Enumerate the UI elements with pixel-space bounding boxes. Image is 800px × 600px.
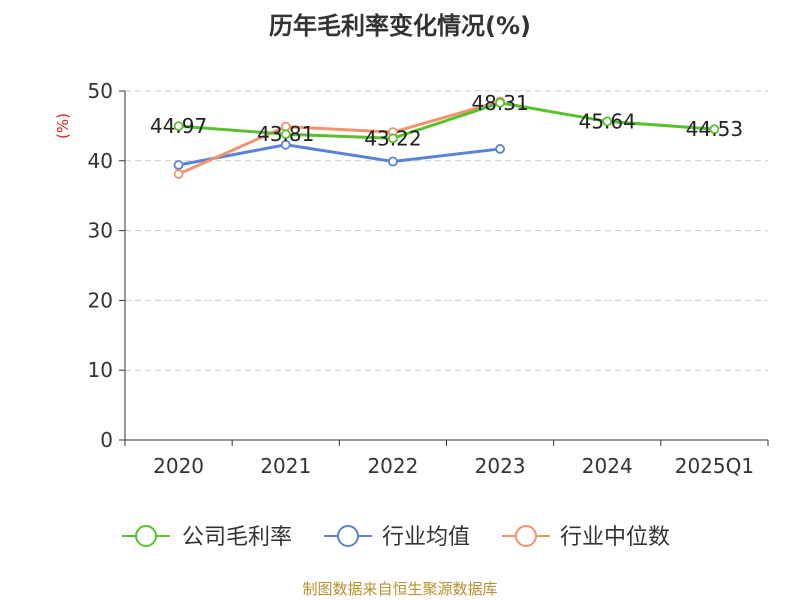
legend-swatch-marker: [515, 525, 537, 547]
data-point: [495, 144, 505, 154]
x-tick-label: 2025Q1: [675, 454, 754, 478]
source-footer: 制图数据来自恒生聚源数据库: [302, 580, 498, 598]
data-label: 43.81: [257, 122, 314, 146]
legend-swatch-marker: [337, 525, 359, 547]
x-tick-label: 2021: [260, 454, 311, 478]
x-tick-label: 2022: [367, 454, 418, 478]
data-point: [280, 139, 291, 150]
legend-label: 行业中位数: [560, 525, 670, 550]
y-tick-label: 30: [88, 219, 113, 243]
data-point: [280, 129, 291, 140]
x-tick-label: 2023: [475, 454, 526, 478]
y-tick-label: 10: [88, 358, 113, 382]
chart-title: 历年毛利率变化情况(%): [269, 12, 531, 40]
series-line-2: [178, 143, 501, 167]
y-tick-label: 20: [88, 288, 113, 312]
data-point: [388, 133, 398, 144]
data-point: [602, 116, 613, 127]
x-tick-label: 2024: [582, 454, 633, 478]
data-point: [173, 169, 184, 179]
data-label: 44.97: [150, 114, 207, 138]
data-point: [709, 124, 720, 135]
y-tick-label: 0: [100, 428, 113, 452]
data-label: 48.31: [471, 91, 528, 115]
series-line-1: [178, 101, 715, 140]
data-label: 44.53: [686, 117, 743, 141]
data-point: [173, 121, 184, 132]
x-tick-label: 2020: [153, 454, 204, 478]
y-tick-label: 40: [88, 149, 113, 173]
legend-swatch-marker: [135, 525, 157, 547]
data-point: [495, 97, 505, 108]
legend-label: 公司毛利率: [182, 525, 292, 550]
data-point: [173, 160, 184, 170]
data-label: 43.22: [364, 126, 421, 150]
y-tick-label: 50: [88, 79, 113, 103]
y-axis-label: (%): [54, 113, 72, 139]
data-point: [388, 156, 398, 167]
series-line-3: [177, 100, 501, 176]
data-label: 45.64: [579, 109, 636, 133]
legend-label: 行业均值: [382, 525, 470, 550]
